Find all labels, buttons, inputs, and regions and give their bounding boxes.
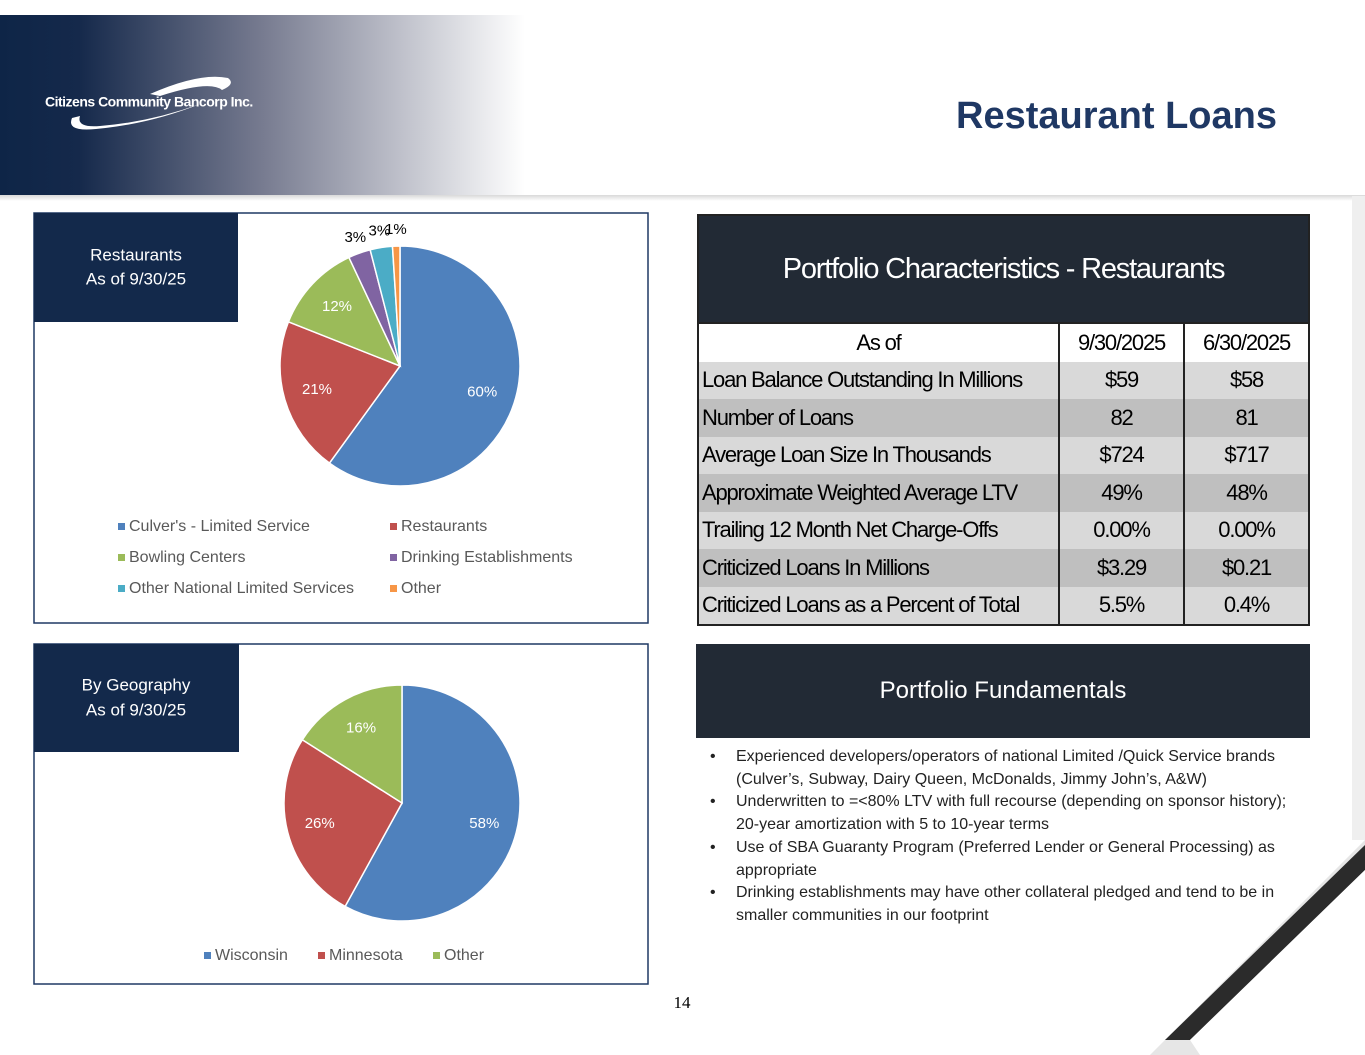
data-label: 16%	[346, 720, 376, 737]
table-value: 0.4%	[1184, 586, 1308, 624]
bullet-item: Drinking establishments may have other c…	[710, 882, 1290, 927]
fundamentals-list: Experienced developers/operators of nati…	[710, 746, 1290, 928]
data-label: 58%	[469, 815, 499, 832]
logo-swoosh	[150, 76, 231, 96]
chart-label-box	[34, 213, 238, 322]
corner-decoration	[1190, 870, 1365, 1055]
bullet-item: Underwritten to =<80% LTV with full reco…	[710, 791, 1290, 836]
pie-slice	[287, 256, 402, 368]
characteristics-table: Portfolio Characteristics - Restaurants …	[697, 214, 1310, 626]
legend-swatch	[204, 952, 211, 959]
edge-decoration	[1352, 196, 1365, 840]
table-value: $59	[1059, 361, 1185, 399]
pie-slice	[328, 245, 521, 487]
header-shadow	[0, 195, 1365, 201]
table-row: Loan Balance Outstanding In Millions $59 $…	[699, 361, 1308, 399]
header-band	[0, 15, 525, 195]
table-value: $717	[1184, 436, 1308, 474]
table-title: Portfolio Characteristics - Restaurants	[699, 216, 1308, 322]
legend-swatch	[390, 523, 397, 530]
pie-slice	[301, 684, 403, 805]
legend-label: Other	[401, 580, 442, 597]
table-row: Number of Loans 82 81	[699, 399, 1308, 437]
table-row: Approximate Weighted Average LTV 49% 48%	[699, 474, 1308, 512]
logo-swoosh	[71, 104, 200, 130]
table-row: Average Loan Size In Thousands $724 $717	[699, 436, 1308, 474]
legend-swatch	[433, 952, 440, 959]
table-value: 49%	[1059, 474, 1185, 512]
table-grid: As of 9/30/2025 6/30/2025 Loan Balance Outs…	[699, 322, 1308, 624]
table-value: 0.00%	[1184, 511, 1308, 549]
table-value: $58	[1184, 361, 1308, 399]
chart-subtitle: As of 9/30/25	[86, 269, 186, 288]
legend-swatch	[118, 554, 125, 561]
data-label: 12%	[322, 298, 352, 315]
table-value: 82	[1059, 399, 1185, 437]
data-label: 3%	[344, 229, 366, 246]
page-number: 14	[674, 993, 692, 1012]
table-value: $3.29	[1059, 549, 1185, 587]
column-header: 6/30/2025	[1184, 322, 1308, 362]
pie-slice	[283, 738, 403, 908]
data-label: 1%	[385, 221, 407, 238]
legend-label: Restaurants	[401, 518, 487, 535]
chart-subtitle: As of 9/30/25	[86, 700, 186, 719]
row-label: Criticized Loans as a Percent of Total	[699, 586, 1060, 624]
table-header-row: As of 9/30/2025 6/30/2025	[699, 322, 1308, 362]
legend-swatch	[390, 554, 397, 561]
row-label: Approximate Weighted Average LTV	[699, 474, 1060, 512]
legend-label: Drinking Establishments	[401, 549, 573, 566]
table-value: 0.00%	[1059, 511, 1185, 549]
legend-label: Bowling Centers	[129, 549, 246, 566]
bullet-item: Experienced developers/operators of nati…	[710, 746, 1290, 791]
legend-label: Minnesota	[329, 947, 403, 964]
chart-label-box	[34, 644, 239, 752]
table-value: 48%	[1184, 474, 1308, 512]
data-label: 21%	[302, 381, 332, 398]
pie-slice	[344, 684, 521, 922]
data-label: 26%	[305, 815, 335, 832]
corner-decoration	[1165, 845, 1365, 1040]
column-header: As of	[699, 322, 1060, 362]
row-label: Trailing 12 Month Net Charge-Offs	[699, 511, 1060, 549]
table-row: Criticized Loans In Millions $3.29 $0.21	[699, 549, 1308, 587]
legend-label: Culver's - Limited Service	[129, 518, 310, 535]
legend-swatch	[118, 585, 125, 592]
table-value: $724	[1059, 436, 1185, 474]
logo-text: Citizens Community Bancorp Inc.	[45, 94, 253, 110]
legend-label: Wisconsin	[215, 947, 288, 964]
legend-label: Other	[444, 947, 485, 964]
pie-slice	[391, 245, 401, 367]
row-label: Average Loan Size In Thousands	[699, 436, 1060, 474]
legend-swatch	[118, 523, 125, 530]
chart-title: Restaurants	[90, 245, 182, 264]
table-value: $0.21	[1184, 549, 1308, 587]
pie-slice	[279, 320, 402, 465]
table-row: Criticized Loans as a Percent of Total 5.…	[699, 586, 1308, 624]
row-label: Number of Loans	[699, 399, 1060, 437]
table-row: Trailing 12 Month Net Charge-Offs 0.00% 0.…	[699, 511, 1308, 549]
legend-label: Other National Limited Services	[129, 580, 354, 597]
row-label: Criticized Loans In Millions	[699, 549, 1060, 587]
chart-title: By Geography	[82, 675, 191, 694]
legend-swatch	[390, 585, 397, 592]
row-label: Loan Balance Outstanding In Millions	[699, 361, 1060, 399]
bullet-item: Use of SBA Guaranty Program (Preferred L…	[710, 837, 1290, 882]
data-label: 3%	[369, 223, 391, 240]
data-label: 60%	[467, 384, 497, 401]
table-value: 5.5%	[1059, 586, 1185, 624]
table-value: 81	[1184, 399, 1308, 437]
legend-swatch	[318, 952, 325, 959]
column-header: 9/30/2025	[1059, 322, 1185, 362]
fundamentals-title: Portfolio Fundamentals	[696, 644, 1310, 738]
slide-title: Restaurant Loans	[956, 95, 1277, 137]
